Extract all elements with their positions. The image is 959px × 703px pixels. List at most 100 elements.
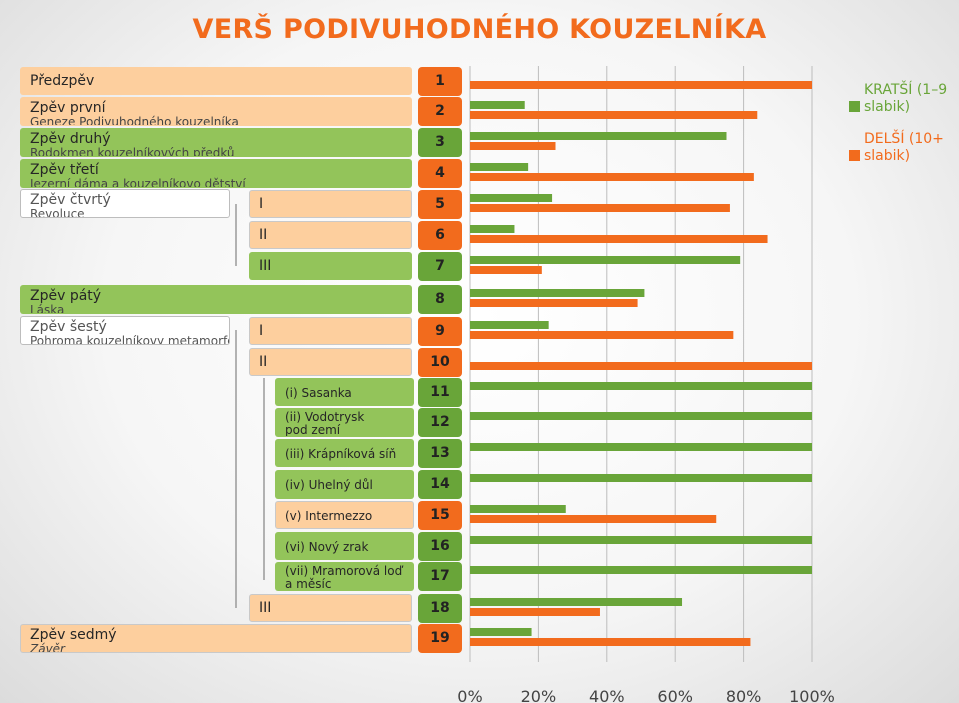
x-tick-label: 80% bbox=[726, 687, 762, 703]
line-number: 6 bbox=[418, 221, 462, 250]
line-number: 4 bbox=[418, 159, 462, 188]
bar-long bbox=[470, 362, 812, 370]
legend-swatch-long bbox=[849, 150, 860, 161]
canto-title: Zpěv třetí bbox=[30, 162, 99, 178]
legend-label-short: KRATŠÍ (1–9 slabik) bbox=[864, 82, 948, 115]
bar-long bbox=[470, 111, 758, 119]
bar-short bbox=[470, 536, 812, 544]
legend-swatch-short bbox=[849, 101, 860, 112]
part-box: III bbox=[249, 594, 412, 622]
part-box: II bbox=[249, 348, 412, 376]
bar-long bbox=[470, 638, 751, 646]
bar-short bbox=[470, 256, 741, 264]
subpart-label: (vii) Mramorová loď a měsíc bbox=[285, 564, 403, 591]
canto-title: Zpěv čtvrtý bbox=[30, 192, 111, 208]
line-number: 11 bbox=[418, 378, 462, 407]
bar-short bbox=[470, 163, 529, 171]
canto-subtitle: Závěr bbox=[30, 642, 65, 653]
canto-box-2: Zpěv druhý Rodokmen kouzelníkových předk… bbox=[20, 128, 412, 157]
part-label: III bbox=[259, 600, 272, 616]
bar-short bbox=[470, 132, 727, 140]
legend-label-long: DELŠÍ (10+ slabik) bbox=[864, 131, 944, 164]
part-label: I bbox=[259, 323, 264, 339]
bar-long bbox=[470, 235, 768, 243]
subpart-label: (v) Intermezzo bbox=[285, 509, 373, 523]
canto-subtitle: Pohroma kouzelníkovy metamorfózy bbox=[30, 334, 230, 345]
line-number: 8 bbox=[418, 285, 462, 314]
x-tick-label: 20% bbox=[521, 687, 557, 703]
canto-box-4: Zpěv čtvrtý Revoluce bbox=[20, 189, 230, 218]
legend-short: KRATŠÍ (1–9 slabik) bbox=[849, 82, 954, 116]
bar-short bbox=[470, 289, 645, 297]
bar-short bbox=[470, 566, 812, 574]
subpart-box: (iii) Krápníková síň bbox=[275, 439, 414, 467]
canto-title: Zpěv sedmý bbox=[30, 627, 117, 643]
subpart-box: (i) Sasanka bbox=[275, 378, 414, 406]
bar-short bbox=[470, 225, 515, 233]
subpart-box: (vii) Mramorová loď a měsíc bbox=[275, 562, 414, 591]
x-tick-label: 40% bbox=[589, 687, 625, 703]
part-box: I bbox=[249, 317, 412, 345]
legend-long: DELŠÍ (10+ slabik) bbox=[849, 131, 954, 165]
line-number: 15 bbox=[418, 501, 462, 530]
canto-box-3: Zpěv třetí Jezerní dáma a kouzelníkovo d… bbox=[20, 159, 412, 188]
canto-subtitle: Rodokmen kouzelníkových předků bbox=[30, 146, 235, 157]
subpart-label: (iv) Uhelný důl bbox=[285, 478, 373, 492]
line-number: 3 bbox=[418, 128, 462, 157]
part-box: III bbox=[249, 252, 412, 280]
x-tick-label: 60% bbox=[657, 687, 693, 703]
bar-long bbox=[470, 142, 556, 150]
line-number: 13 bbox=[418, 439, 462, 468]
subpart-label: (ii) Vodotrysk pod zemí bbox=[285, 410, 365, 437]
part-box: I bbox=[249, 190, 412, 218]
line-number: 10 bbox=[418, 348, 462, 377]
canto-title: Zpěv šestý bbox=[30, 319, 107, 335]
part-label: III bbox=[259, 258, 272, 274]
canto-title: Zpěv první bbox=[30, 100, 106, 116]
canto-box-5: Zpěv pátý Láska bbox=[20, 285, 412, 314]
canto-subtitle: Jezerní dáma a kouzelníkovo dětství bbox=[30, 177, 246, 188]
line-number: 2 bbox=[418, 97, 462, 126]
bar-short bbox=[470, 194, 553, 202]
subpart-label: (iii) Krápníková síň bbox=[285, 447, 397, 461]
subpart-box: (vi) Nový zrak bbox=[275, 532, 414, 560]
canto-box-6: Zpěv šestý Pohroma kouzelníkovy metamorf… bbox=[20, 316, 230, 345]
canto-title: Zpěv druhý bbox=[30, 131, 111, 147]
canto-subtitle: Geneze Podivuhodného kouzelníka bbox=[30, 115, 239, 126]
subpart-box: (iv) Uhelný důl bbox=[275, 470, 414, 499]
bar-short bbox=[470, 412, 812, 420]
line-number: 12 bbox=[418, 408, 462, 437]
x-tick-label: 100% bbox=[789, 687, 835, 703]
bar-short bbox=[470, 382, 812, 390]
subpart-box: (ii) Vodotrysk pod zemí bbox=[275, 408, 414, 437]
part-label: II bbox=[259, 227, 268, 243]
canto-title: Předzpěv bbox=[30, 73, 95, 89]
bar-long bbox=[470, 299, 638, 307]
bar-short bbox=[470, 321, 549, 329]
canto-box-0: Předzpěv bbox=[20, 67, 412, 95]
line-number: 9 bbox=[418, 317, 462, 346]
bar-long bbox=[470, 608, 600, 616]
part-label: II bbox=[259, 354, 268, 370]
line-number: 19 bbox=[418, 624, 462, 653]
canto-box-7: Zpěv sedmý Závěr bbox=[20, 624, 412, 653]
bar-long bbox=[470, 81, 812, 89]
bar-long bbox=[470, 204, 730, 212]
chart-title: VERŠ PODIVUHODNÉHO KOUZELNÍKA bbox=[192, 14, 767, 45]
bar-long bbox=[470, 266, 542, 274]
canto-subtitle: Láska bbox=[30, 303, 65, 314]
line-number: 17 bbox=[418, 562, 462, 591]
bar-short bbox=[470, 474, 812, 482]
subpart-box: (v) Intermezzo bbox=[275, 501, 414, 529]
bar-short bbox=[470, 505, 566, 513]
line-number: 5 bbox=[418, 190, 462, 219]
canto-subtitle: Revoluce bbox=[30, 207, 85, 218]
bar-long bbox=[470, 515, 717, 523]
bar-short bbox=[470, 598, 683, 606]
bar-short bbox=[470, 443, 812, 451]
part-box: II bbox=[249, 221, 412, 249]
canto-title: Zpěv pátý bbox=[30, 288, 102, 304]
part-label: I bbox=[259, 196, 264, 212]
